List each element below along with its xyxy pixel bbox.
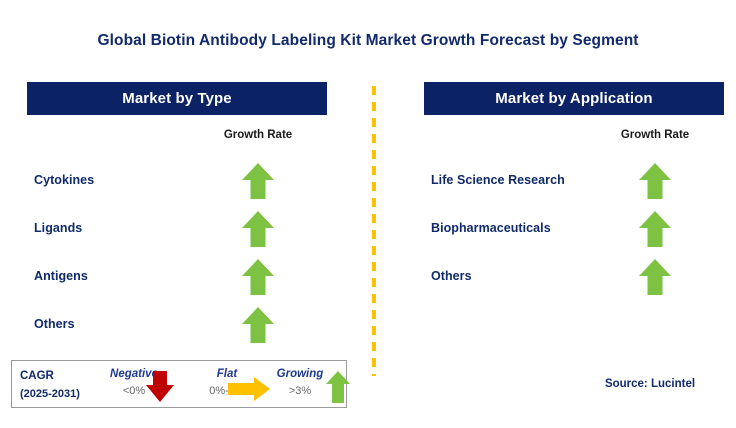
segment-rows-application: Life Science Research Biopharmaceuticals… (424, 156, 724, 300)
source-note: Source: Lucintel (604, 378, 696, 390)
legend-cagr-title: CAGR (20, 370, 54, 382)
table-row[interactable]: Others (27, 300, 327, 348)
growth-rate-column-label-left: Growth Rate (223, 129, 293, 141)
legend-growing-range: >3% (288, 385, 312, 397)
arrow-up-icon (636, 257, 674, 297)
table-row[interactable]: Antigens (27, 252, 327, 300)
table-row[interactable]: Others (424, 252, 724, 300)
table-row[interactable]: Ligands (27, 204, 327, 252)
growth-rate-column-label-right: Growth Rate (620, 129, 690, 141)
segment-label: Others (34, 317, 75, 331)
table-row[interactable]: Biopharmaceuticals (424, 204, 724, 252)
panel-header-market-by-type: Market by Type (27, 82, 327, 115)
panel-market-by-type: Market by Type Growth Rate Cytokines Lig… (27, 82, 327, 343)
arrow-up-icon (239, 305, 277, 345)
segment-label: Antigens (34, 269, 88, 283)
segment-label: Life Science Research (431, 173, 565, 187)
table-row[interactable]: Cytokines (27, 156, 327, 204)
arrow-up-icon (239, 257, 277, 297)
arrow-up-icon (636, 161, 674, 201)
segment-label: Others (431, 269, 472, 283)
arrow-up-icon (325, 370, 351, 404)
segment-rows-type: Cytokines Ligands Antigens (27, 156, 327, 348)
legend-negative-title: Negative (110, 368, 158, 380)
segment-label: Cytokines (34, 173, 95, 187)
segment-label: Biopharmaceuticals (431, 221, 551, 235)
arrow-up-icon (239, 161, 277, 201)
vertical-dashed-divider (372, 86, 376, 376)
arrow-up-icon (636, 209, 674, 249)
arrow-down-icon (145, 370, 175, 403)
page-title: Global Biotin Antibody Labeling Kit Mark… (97, 32, 639, 49)
segment-label: Ligands (34, 221, 83, 235)
arrow-right-icon (227, 376, 271, 402)
cagr-legend: CAGR (2025-2031) Negative <0% Flat 0%-3%… (11, 360, 350, 408)
table-row[interactable]: Life Science Research (424, 156, 724, 204)
legend-item-negative: Negative <0% (96, 366, 172, 400)
legend-cagr-label: CAGR (2025-2031) (20, 367, 106, 403)
arrow-up-icon (239, 209, 277, 249)
legend-flat-title: Flat (216, 368, 238, 380)
legend-item-growing: Growing >3% (262, 366, 338, 400)
panel-header-market-by-application: Market by Application (424, 82, 724, 115)
panel-market-by-application: Market by Application Growth Rate Life S… (424, 82, 724, 295)
legend-cagr-years: (2025-2031) (20, 388, 80, 400)
legend-negative-range: <0% (122, 385, 146, 397)
legend-growing-title: Growing (276, 368, 324, 380)
